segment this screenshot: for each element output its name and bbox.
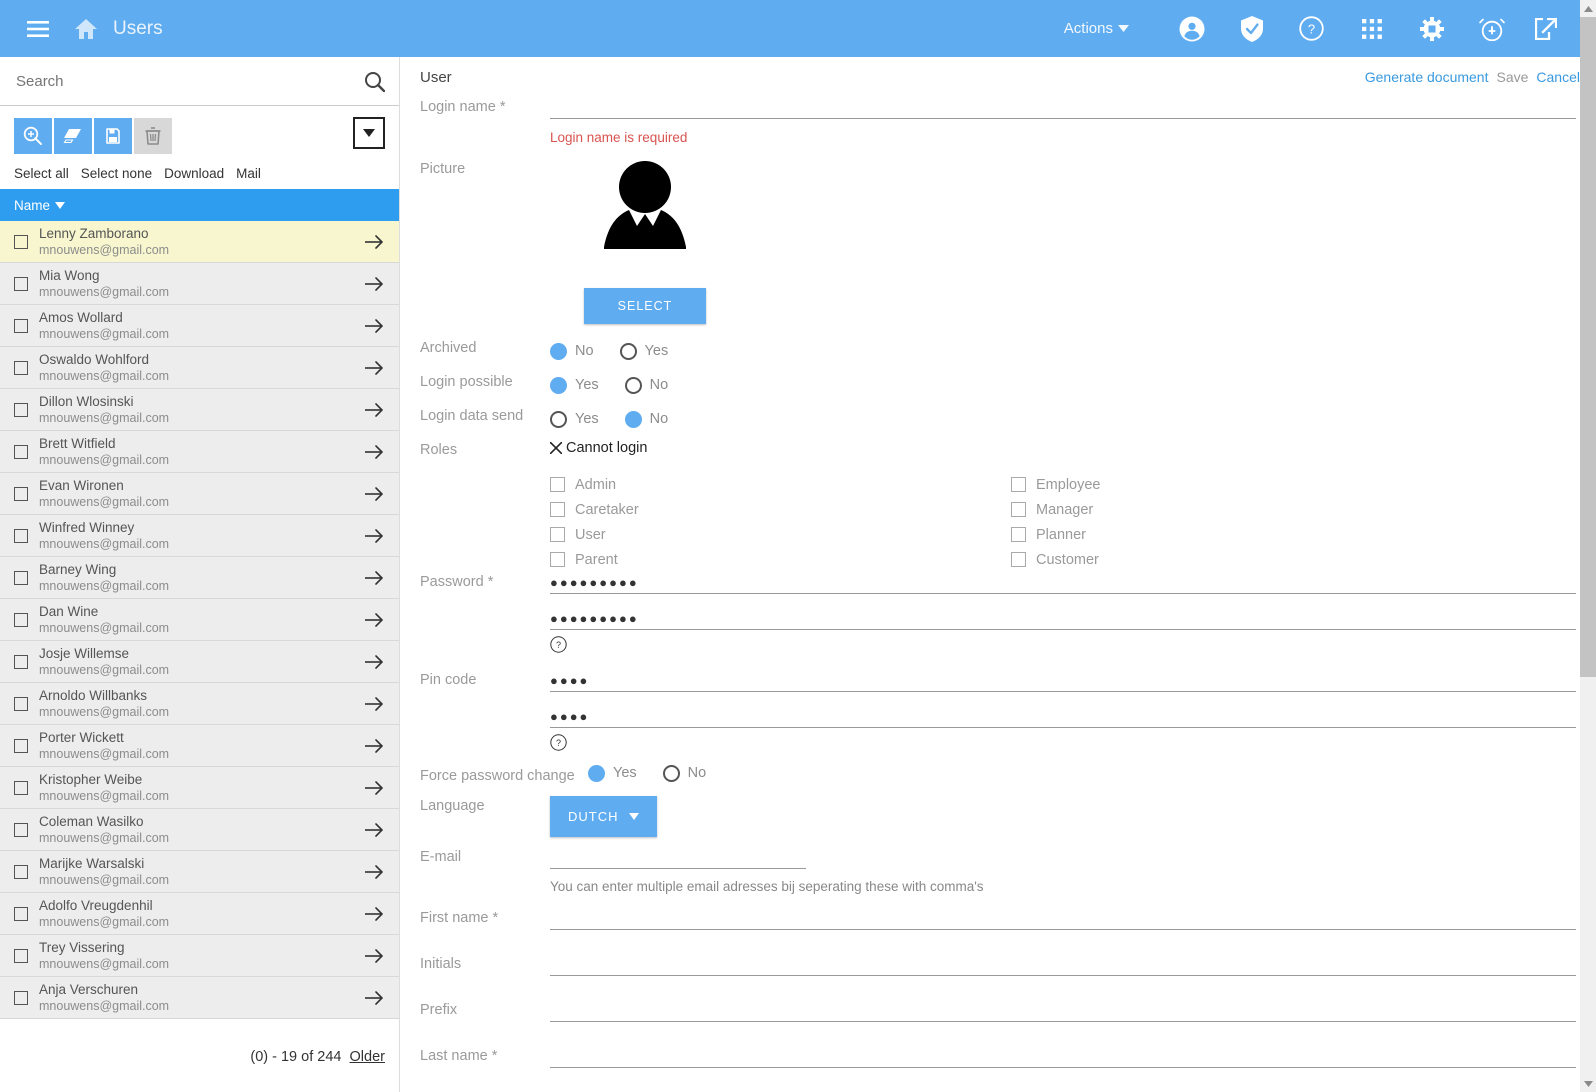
svg-text:?: ? — [1308, 22, 1315, 37]
svg-text:?: ? — [556, 640, 561, 650]
svg-text:?: ? — [556, 738, 561, 748]
